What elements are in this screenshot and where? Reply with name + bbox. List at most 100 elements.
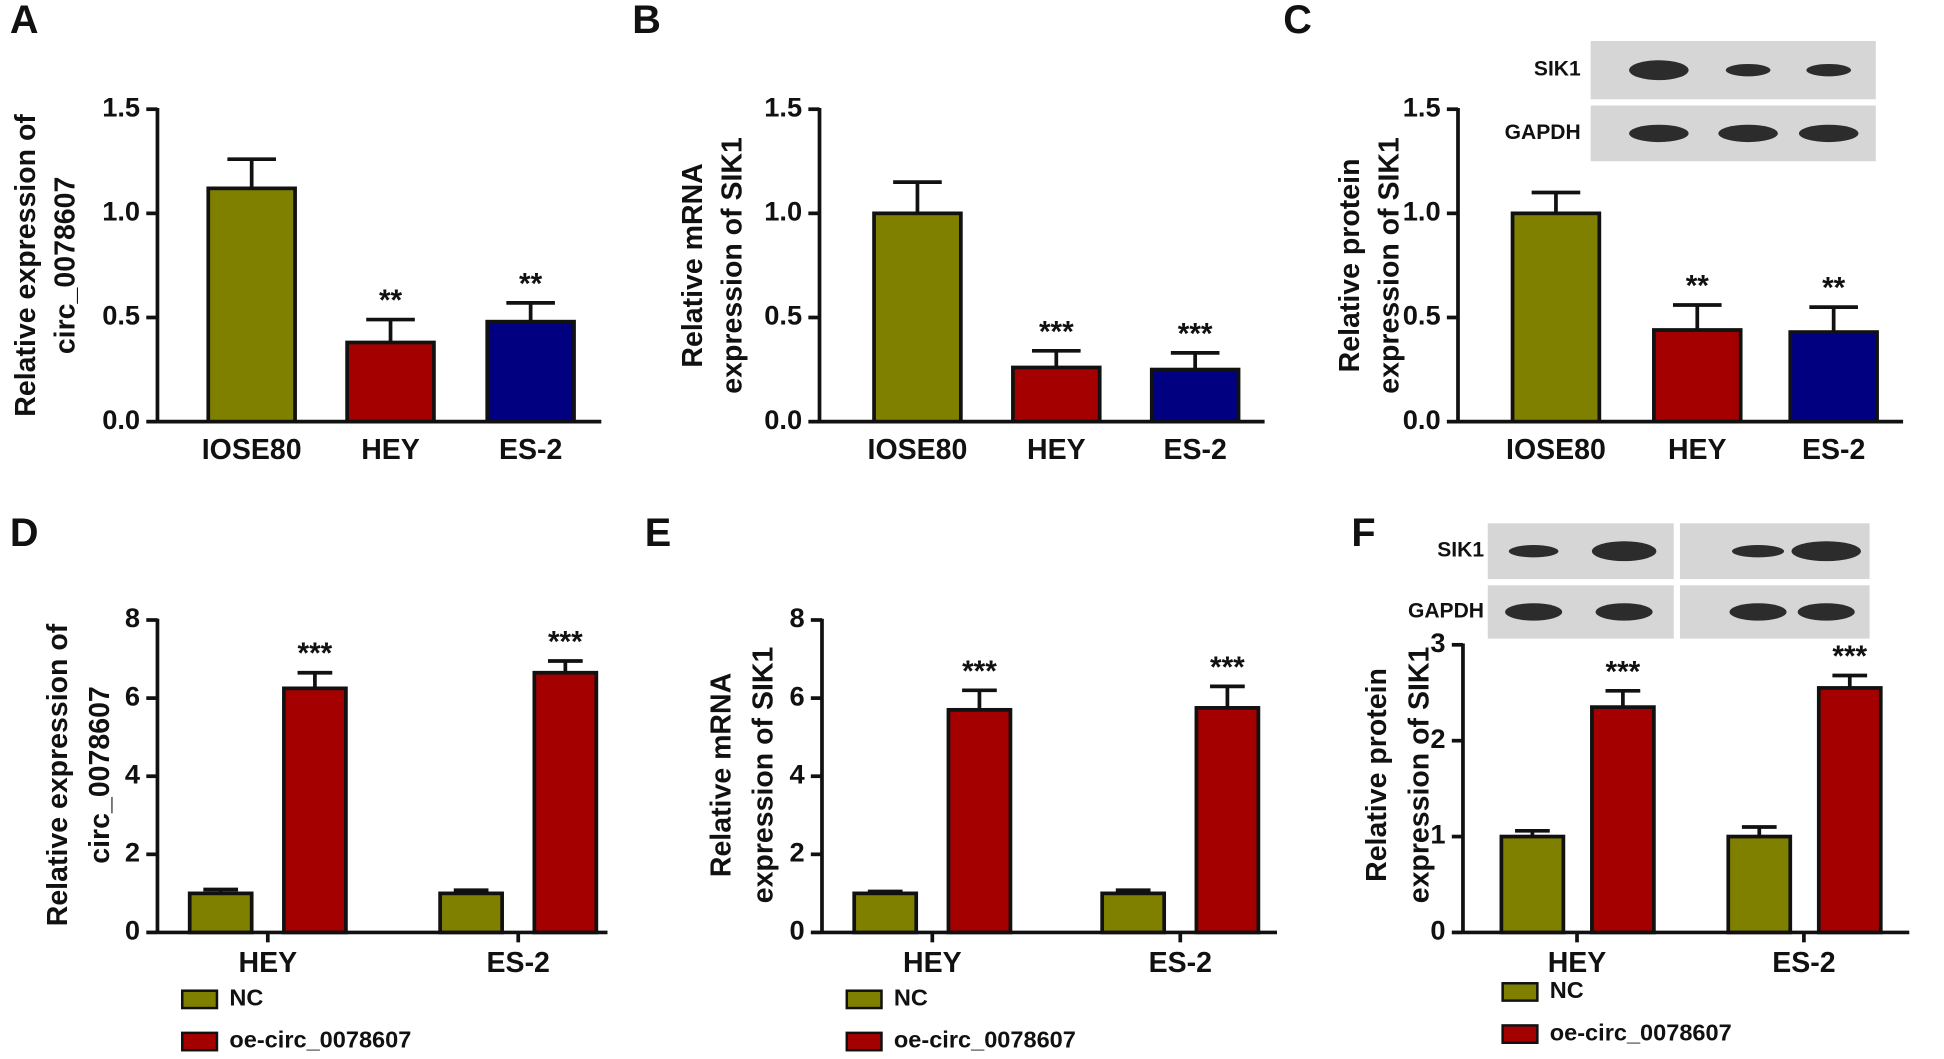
y-tick-label: 0.5 — [764, 300, 802, 331]
bar — [852, 891, 919, 935]
panel-letter: A — [10, 0, 39, 42]
blot-band — [1629, 60, 1689, 81]
bar — [1816, 686, 1883, 935]
y-axis-label: expression of SIK1 — [716, 137, 748, 394]
significance-label: *** — [1210, 651, 1245, 684]
significance-label: ** — [379, 284, 403, 317]
blot-band — [1798, 124, 1859, 143]
bar — [1590, 705, 1656, 935]
y-axis-label: expression of SIK1 — [747, 647, 779, 904]
legend-label: NC — [1550, 977, 1584, 1003]
bar — [532, 670, 599, 935]
legend-swatch — [1501, 982, 1539, 1002]
x-tick-label: IOSE80 — [1506, 434, 1606, 466]
significance-label: *** — [962, 655, 997, 688]
x-tick-label: ES-2 — [1802, 434, 1865, 466]
bar — [1499, 834, 1566, 935]
x-tick-label: HEY — [1027, 434, 1086, 466]
y-tick-label: 8 — [125, 602, 140, 633]
y-axis-label: Relative mRNA — [677, 163, 709, 367]
bar — [485, 319, 576, 424]
legend-label: NC — [229, 985, 263, 1011]
significance-label: *** — [1178, 317, 1213, 350]
significance-label: ** — [1822, 272, 1846, 305]
bar — [438, 891, 504, 935]
panel: E Relative mRNA expression of SIK1 0 2 4 6 8 HEY… — [645, 511, 1277, 1053]
significance-label: ** — [519, 267, 543, 300]
y-tick-label: 6 — [125, 680, 140, 711]
y-axis-label: Relative expression of — [42, 623, 74, 926]
blot-band — [1725, 63, 1771, 77]
significance-label: *** — [1606, 655, 1641, 688]
y-tick-label: 1.0 — [1403, 196, 1441, 227]
blot-band — [1729, 603, 1787, 621]
y-axis-label: expression of SIK1 — [1374, 137, 1406, 394]
bar — [345, 340, 436, 424]
y-tick-label: 2 — [125, 837, 140, 868]
legend-swatch — [1501, 1024, 1539, 1045]
panel-letter: B — [632, 0, 661, 42]
y-tick-label: 0.5 — [102, 300, 140, 331]
panel: C Relative protein expression of SIK1 0.0 0.… — [1283, 0, 1904, 466]
y-axis-label: circ_0078607 — [84, 686, 116, 864]
y-tick-label: 1.5 — [102, 91, 140, 122]
legend-label: oe-circ_0078607 — [1550, 1019, 1732, 1045]
y-tick-label: 8 — [789, 602, 804, 633]
y-tick-label: 1 — [1430, 819, 1445, 850]
bar — [206, 186, 297, 424]
y-axis-label: Relative protein — [1334, 159, 1366, 373]
blot-band — [1718, 124, 1778, 143]
bar — [1194, 706, 1261, 935]
x-tick-label: HEY — [1668, 434, 1727, 466]
y-tick-label: 0 — [125, 915, 140, 946]
significance-label: *** — [1039, 315, 1074, 348]
blot-label: GAPDH — [1408, 600, 1484, 623]
x-tick-label: HEY — [238, 947, 297, 979]
bar — [1149, 367, 1241, 424]
bar — [282, 686, 348, 935]
blot-band — [1595, 603, 1653, 621]
y-axis-label: expression of SIK1 — [1403, 647, 1435, 904]
legend-swatch — [181, 989, 219, 1010]
x-tick-label: HEY — [903, 947, 962, 979]
y-tick-label: 1.0 — [102, 196, 140, 227]
y-tick-label: 1.0 — [764, 196, 802, 227]
legend-label: NC — [894, 985, 928, 1011]
blot-band — [1508, 544, 1559, 558]
legend-label: oe-circ_0078607 — [229, 1027, 411, 1053]
panel-letter: E — [645, 511, 671, 555]
y-tick-label: 4 — [125, 758, 141, 789]
y-tick-label: 0 — [1430, 915, 1445, 946]
blot-band — [1731, 544, 1785, 558]
y-tick-label: 0.5 — [1403, 300, 1441, 331]
x-tick-label: ES-2 — [487, 947, 550, 979]
blot-band — [1591, 541, 1657, 562]
blot-band — [1806, 63, 1852, 77]
panel-letter: C — [1283, 0, 1312, 42]
x-tick-label: ES-2 — [1772, 947, 1835, 979]
x-tick-label: HEY — [361, 434, 420, 466]
significance-label: *** — [298, 637, 333, 670]
significance-label: *** — [1832, 640, 1867, 673]
y-tick-label: 2 — [789, 837, 804, 868]
panel: B Relative mRNA expression of SIK1 0.0 0.5 1.… — [632, 0, 1265, 466]
x-tick-label: IOSE80 — [868, 434, 968, 466]
bar — [1788, 330, 1879, 424]
blot-label: GAPDH — [1505, 121, 1581, 144]
bar — [1011, 365, 1102, 424]
bar — [187, 891, 254, 935]
blot-label: SIK1 — [1534, 58, 1581, 81]
y-tick-label: 4 — [789, 758, 805, 789]
y-tick-label: 2 — [1430, 723, 1445, 754]
y-tick-label: 3 — [1430, 627, 1445, 658]
y-axis-label: Relative mRNA — [705, 673, 737, 877]
y-tick-label: 0.0 — [1403, 404, 1441, 435]
x-tick-label: HEY — [1548, 947, 1607, 979]
x-tick-label: ES-2 — [1163, 434, 1226, 466]
bar — [1100, 891, 1167, 935]
bar — [1652, 328, 1743, 424]
y-tick-label: 1.5 — [764, 91, 802, 122]
blot-band — [1629, 124, 1689, 143]
panel-letter: F — [1351, 511, 1375, 555]
legend-swatch — [845, 1031, 883, 1052]
